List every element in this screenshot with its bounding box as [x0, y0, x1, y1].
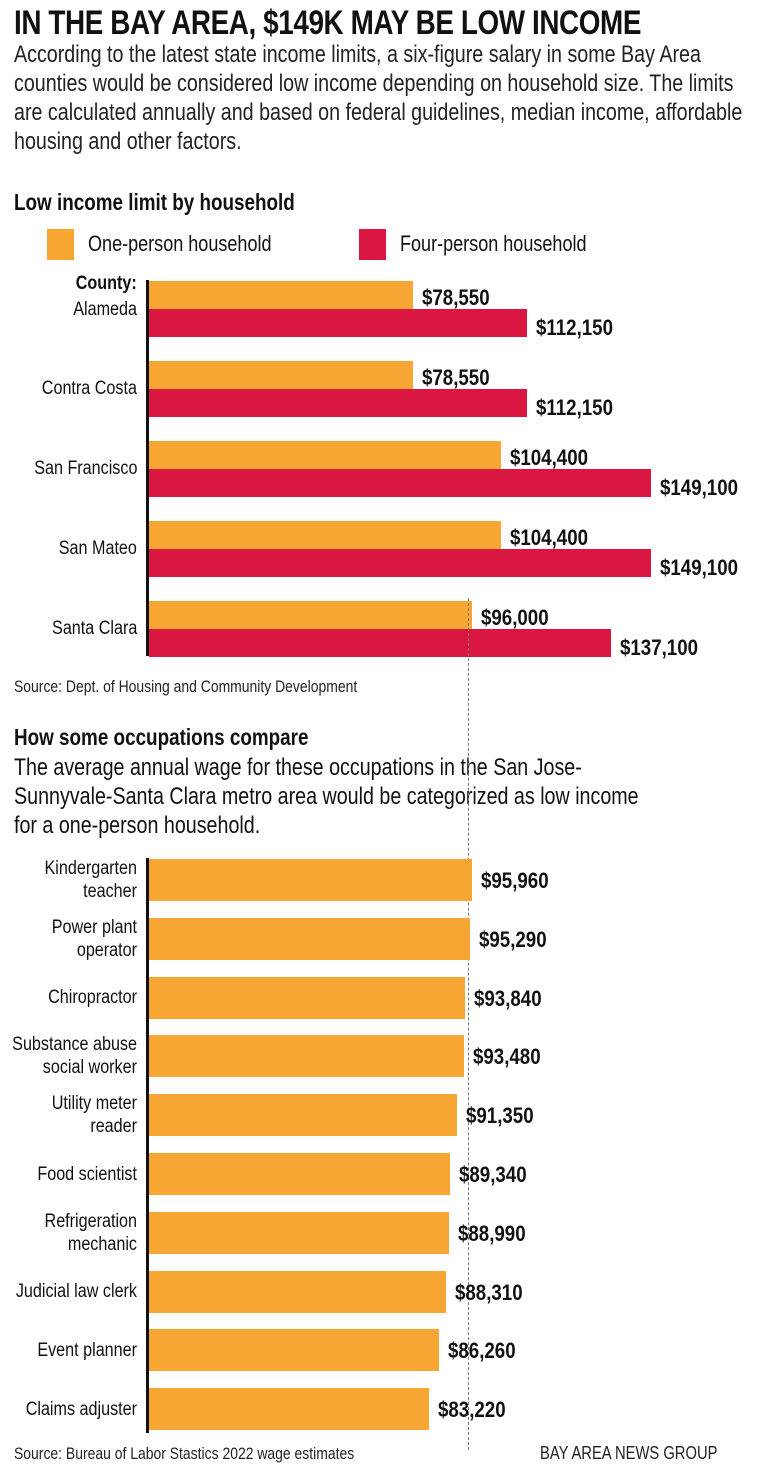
value-label: $88,990: [457, 1220, 526, 1246]
value-label: $91,350: [465, 1103, 534, 1129]
bar-occupation: [149, 1153, 450, 1195]
bar-occupation: [149, 859, 473, 901]
chart2-source: Source: Bureau of Labor Stastics 2022 wa…: [14, 1444, 355, 1463]
bar-four-person: [149, 309, 527, 337]
value-label: $112,150: [535, 315, 613, 340]
value-label: $149,100: [660, 475, 739, 500]
bar-occupation: [149, 1270, 447, 1313]
category-label: Power plant operator: [10, 916, 138, 961]
legend-label-four-person: Four-person household: [400, 231, 587, 256]
reference-line: [468, 598, 469, 1450]
category-label: Santa Clara: [51, 618, 137, 639]
value-label: $149,100: [660, 555, 739, 580]
chart2-title: How some occupations compare: [14, 724, 309, 750]
category-label: Refrigeration mechanic: [10, 1210, 138, 1255]
category-label: Contra Costa: [41, 378, 137, 399]
category-label: San Mateo: [58, 538, 137, 559]
category-text: Event planner: [37, 1339, 137, 1361]
category-text: Power plant operator: [51, 916, 138, 961]
bar-one-person: [149, 441, 501, 469]
bar-one-person: [149, 601, 473, 629]
category-label: Substance abuse social worker: [10, 1034, 138, 1079]
category-text: Utility meter reader: [51, 1093, 137, 1138]
category-label: Kindergarten teacher: [10, 858, 137, 902]
chart2-subtitle: The average annual wage for these occupa…: [14, 754, 639, 839]
value-label: $78,550: [422, 285, 491, 310]
category-header: County:: [75, 273, 137, 294]
bar-one-person: [149, 281, 414, 309]
value-label: $89,340: [458, 1162, 527, 1187]
chart1-axis: [146, 280, 149, 656]
credit: BAY AREA NEWS GROUP: [540, 1443, 718, 1463]
value-label: $95,960: [481, 868, 549, 893]
value-label: $112,150: [535, 395, 613, 420]
value-label: $83,220: [438, 1397, 506, 1423]
value-label: $104,400: [509, 525, 588, 550]
category-text: Substance abuse social worker: [12, 1034, 137, 1079]
bar-occupation: [149, 917, 470, 960]
category-text: Claims adjuster: [25, 1398, 137, 1420]
value-label: $93,480: [472, 1044, 541, 1070]
bar-four-person: [149, 469, 651, 497]
category-text: Judicial law clerk: [15, 1281, 137, 1303]
bar-occupation: [149, 1094, 457, 1137]
legend-label-one-person: One-person household: [88, 231, 272, 256]
category-text: Food scientist: [37, 1163, 137, 1185]
category-text: Refrigeration mechanic: [44, 1210, 138, 1255]
category-label: Chiropractor: [10, 977, 138, 1019]
bar-occupation: [149, 1329, 440, 1372]
value-label: $104,400: [509, 445, 588, 470]
bar-occupation: [149, 1388, 430, 1431]
chart1-source: Source: Dept. of Housing and Community D…: [14, 677, 358, 696]
category-label: Claims adjuster: [10, 1388, 137, 1430]
bar-occupation: [149, 1035, 464, 1078]
value-label: $78,550: [422, 365, 491, 390]
value-label: $96,000: [481, 605, 549, 630]
chart2-axis: [146, 858, 149, 1433]
category-text: Chiropractor: [48, 987, 137, 1009]
value-label: $86,260: [448, 1338, 517, 1364]
bar-occupation: [149, 1211, 449, 1254]
bar-one-person: [149, 521, 501, 549]
bar-occupation: [149, 976, 465, 1019]
category-label: Alameda: [73, 299, 137, 320]
category-text: Kindergarten teacher: [44, 858, 137, 902]
category-label: Event planner: [10, 1329, 137, 1371]
value-label: $88,310: [455, 1279, 523, 1305]
bar-four-person: [149, 389, 527, 417]
value-label: $95,290: [478, 926, 547, 952]
legend-swatch-four-person: [359, 229, 386, 260]
page-title: IN THE BAY AREA, $149K MAY BE LOW INCOME: [14, 4, 642, 42]
chart1-title: Low income limit by household: [14, 189, 295, 215]
category-label: San Francisco: [33, 458, 137, 479]
legend-swatch-one-person: [47, 229, 74, 260]
value-label: $137,100: [619, 635, 698, 660]
category-label: Utility meter reader: [10, 1093, 137, 1138]
bar-one-person: [149, 361, 414, 389]
category-label: Judicial law clerk: [10, 1271, 138, 1313]
intro-text: According to the latest state income lim…: [14, 41, 743, 155]
category-label: Food scientist: [10, 1153, 137, 1195]
bar-four-person: [149, 549, 651, 577]
bar-four-person: [149, 629, 611, 657]
value-label: $93,840: [473, 985, 542, 1011]
